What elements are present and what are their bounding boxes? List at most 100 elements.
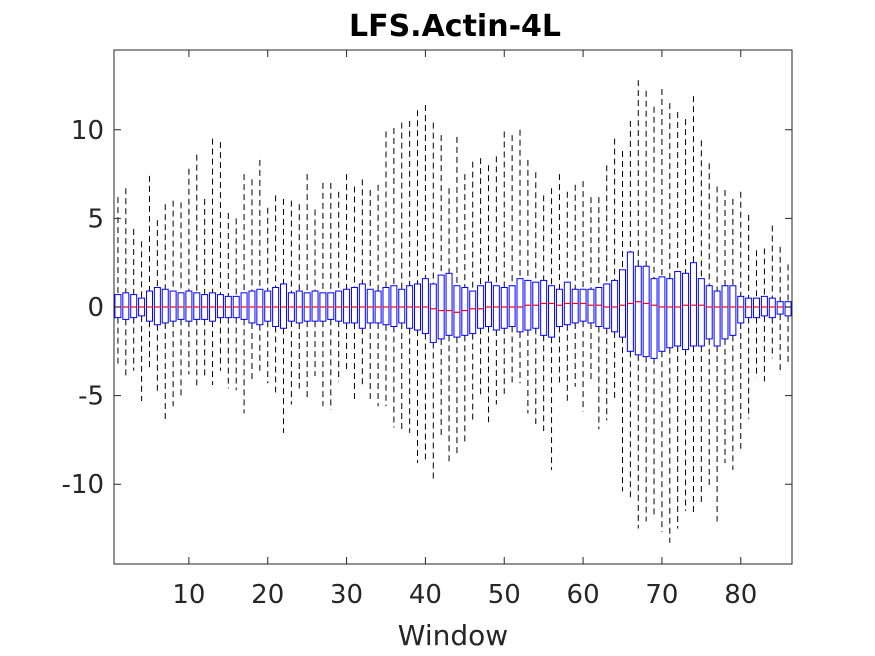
x-tick-label: 10	[172, 580, 205, 610]
box	[327, 292, 335, 320]
box-window-25	[303, 174, 311, 401]
box-window-67	[634, 80, 642, 529]
y-tick-label: -10	[62, 470, 104, 500]
box-window-72	[674, 112, 682, 529]
y-tick-label: 0	[87, 293, 104, 323]
box-window-60	[579, 181, 587, 412]
box-window-37	[398, 122, 406, 432]
box-window-70	[658, 88, 666, 533]
box-window-49	[492, 156, 500, 405]
box	[264, 290, 272, 322]
box	[469, 290, 477, 335]
box-window-51	[508, 135, 516, 384]
box	[611, 279, 619, 333]
box	[737, 295, 745, 324]
box	[658, 276, 666, 352]
box	[122, 292, 130, 320]
box-window-56	[548, 188, 556, 471]
box-window-75	[697, 140, 705, 502]
box	[161, 288, 169, 324]
x-tick-label: 60	[567, 580, 600, 610]
box	[587, 288, 595, 324]
box	[595, 287, 603, 327]
box-window-32	[358, 179, 366, 387]
box	[516, 278, 524, 333]
box-window-74	[689, 96, 697, 513]
box-window-24	[295, 204, 303, 389]
box-window-2	[122, 188, 130, 378]
box-window-81	[745, 214, 753, 419]
box	[169, 290, 177, 322]
box	[666, 278, 674, 349]
box-window-59	[571, 184, 579, 387]
box	[477, 285, 485, 329]
box	[548, 285, 556, 338]
box-window-47	[477, 158, 485, 396]
box-window-4	[138, 241, 146, 401]
box-window-54	[532, 172, 540, 424]
box	[193, 292, 201, 320]
box-window-73	[682, 119, 690, 511]
box-window-21	[272, 195, 280, 396]
box-window-20	[264, 207, 272, 384]
box-window-22	[280, 198, 287, 433]
box-window-36	[390, 127, 398, 428]
box	[682, 272, 690, 351]
box-window-48	[484, 165, 492, 423]
box-window-61	[587, 197, 595, 382]
box-window-35	[382, 131, 390, 407]
box-window-18	[248, 179, 256, 380]
box-window-69	[650, 106, 658, 515]
box-window-63	[603, 165, 611, 421]
box	[626, 251, 634, 352]
x-tick-label: 50	[488, 580, 521, 610]
box	[776, 301, 784, 315]
x-tick-label: 80	[724, 580, 757, 610]
box	[689, 262, 697, 347]
x-axis-label: Window	[398, 619, 508, 652]
box-window-43	[445, 188, 453, 462]
box	[784, 301, 792, 317]
box-window-84	[768, 225, 776, 359]
box	[145, 290, 153, 322]
box-window-58	[563, 191, 571, 403]
box	[453, 285, 461, 338]
box-window-14	[216, 142, 224, 371]
box	[421, 278, 429, 335]
box-window-82	[753, 250, 761, 378]
box	[674, 271, 682, 347]
box-window-68	[642, 90, 650, 522]
box-window-57	[555, 174, 563, 385]
box	[650, 278, 658, 359]
box-window-52	[516, 129, 524, 384]
box-window-12	[201, 198, 209, 378]
box-window-17	[240, 174, 248, 414]
box	[311, 290, 319, 322]
box	[619, 269, 626, 338]
box	[713, 290, 721, 347]
box	[745, 297, 753, 319]
box-window-78	[721, 190, 729, 463]
box	[634, 265, 642, 356]
box	[697, 278, 705, 347]
box-window-77	[713, 186, 721, 522]
box	[177, 292, 185, 320]
box-window-26	[311, 209, 319, 377]
box	[768, 297, 776, 319]
box	[500, 287, 508, 329]
box-window-44	[453, 136, 461, 456]
box-window-62	[595, 197, 603, 430]
box	[358, 283, 366, 329]
x-tick-label: 20	[251, 580, 284, 610]
box-window-80	[737, 191, 745, 449]
x-tick-label: 40	[409, 580, 442, 610]
box-window-13	[209, 138, 217, 385]
box-window-31	[350, 186, 358, 401]
boxplot-series	[114, 80, 792, 543]
box	[216, 294, 224, 319]
box	[114, 294, 122, 319]
box	[382, 287, 390, 326]
box	[540, 279, 548, 336]
box-window-8	[169, 200, 177, 407]
box	[185, 290, 193, 322]
